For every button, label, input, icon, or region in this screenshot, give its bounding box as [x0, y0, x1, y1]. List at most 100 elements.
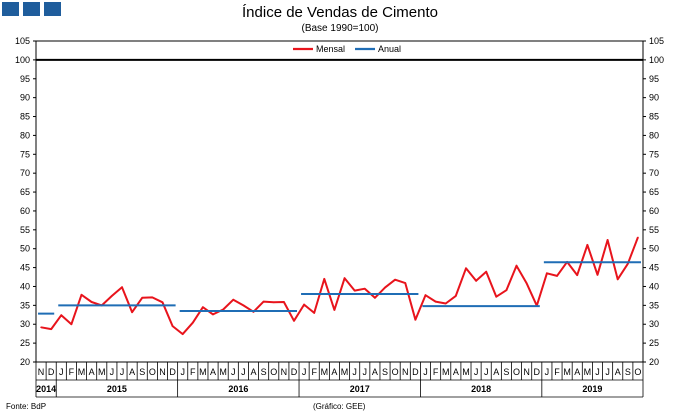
- month-label: J: [363, 367, 368, 377]
- y-tick-label-left: 30: [20, 319, 30, 329]
- y-tick-label-right: 45: [649, 263, 659, 273]
- month-label: J: [352, 367, 357, 377]
- data-point-mensal: [293, 320, 295, 322]
- data-point-mensal: [303, 303, 305, 306]
- y-tick-label-left: 35: [20, 300, 30, 310]
- y-tick-label-left: 75: [20, 149, 30, 159]
- data-point-mensal: [394, 278, 396, 281]
- data-point-mensal: [374, 297, 376, 299]
- month-label: S: [382, 367, 388, 377]
- data-point-mensal: [333, 309, 336, 311]
- month-label: D: [48, 367, 55, 377]
- month-label: J: [302, 367, 307, 377]
- year-label: 2014: [36, 384, 56, 394]
- month-label: D: [169, 367, 176, 377]
- data-point-mensal: [70, 323, 73, 326]
- y-tick-label-left: 20: [20, 357, 30, 367]
- data-point-mensal: [475, 280, 477, 282]
- y-tick-label-right: 105: [649, 36, 664, 46]
- data-point-mensal: [60, 314, 63, 316]
- y-tick-label-right: 70: [649, 168, 659, 178]
- data-point-mensal: [242, 304, 245, 307]
- month-label: N: [523, 367, 530, 377]
- month-label: O: [270, 367, 277, 377]
- y-tick-label-right: 85: [649, 112, 659, 122]
- data-point-mensal: [262, 300, 265, 303]
- month-label: M: [78, 367, 86, 377]
- month-label: A: [210, 367, 216, 377]
- y-tick-label-left: 100: [15, 55, 30, 65]
- data-point-mensal: [202, 306, 204, 309]
- data-point-mensal: [80, 293, 83, 296]
- y-tick-label-left: 80: [20, 130, 30, 140]
- month-label: F: [311, 367, 317, 377]
- y-tick-label-left: 65: [20, 187, 30, 197]
- data-point-mensal: [616, 278, 619, 281]
- y-tick-label-left: 85: [20, 112, 30, 122]
- month-label: S: [139, 367, 145, 377]
- y-tick-label-right: 30: [649, 319, 659, 329]
- month-label: A: [331, 367, 337, 377]
- month-label: M: [442, 367, 450, 377]
- data-point-mensal: [323, 278, 326, 280]
- y-tick-label-left: 60: [20, 206, 30, 216]
- brand-logo: [2, 2, 61, 16]
- month-label: M: [563, 367, 571, 377]
- legend-label: Anual: [378, 44, 401, 54]
- month-label: J: [110, 367, 115, 377]
- y-tick-label-right: 90: [649, 93, 659, 103]
- month-label: M: [462, 367, 470, 377]
- month-label: O: [634, 367, 641, 377]
- month-label: J: [120, 367, 125, 377]
- month-label: J: [545, 367, 550, 377]
- data-point-mensal: [576, 274, 579, 276]
- data-point-mensal: [495, 295, 498, 298]
- year-label: 2019: [582, 384, 602, 394]
- data-point-mensal: [505, 289, 508, 292]
- y-tick-label-left: 70: [20, 168, 30, 178]
- data-point-mensal: [121, 286, 123, 289]
- y-tick-label-right: 40: [649, 281, 659, 291]
- data-point-mensal: [171, 325, 174, 327]
- month-label: A: [372, 367, 378, 377]
- legend: Mensal Anual: [293, 44, 401, 54]
- data-point-mensal: [222, 308, 224, 311]
- data-point-mensal: [40, 326, 42, 329]
- data-point-mensal: [384, 286, 386, 289]
- year-label: 2016: [228, 384, 248, 394]
- y-tick-label-left: 95: [20, 74, 30, 84]
- y-tick-label-right: 50: [649, 244, 659, 254]
- month-label: M: [341, 367, 349, 377]
- data-point-mensal: [353, 289, 356, 292]
- month-label: M: [321, 367, 329, 377]
- y-tick-label-right: 55: [649, 225, 659, 235]
- y-tick-label-left: 45: [20, 263, 30, 273]
- chart-title: Índice de Vendas de Cimento: [242, 4, 438, 21]
- data-point-mensal: [141, 297, 144, 299]
- credit-note: (Gráfico: GEE): [313, 402, 366, 411]
- data-point-mensal: [151, 296, 154, 299]
- month-label: O: [149, 367, 156, 377]
- data-point-mensal: [586, 244, 589, 246]
- data-point-mensal: [90, 301, 93, 303]
- month-label: J: [231, 367, 236, 377]
- logo-block: [2, 2, 19, 16]
- month-label: M: [98, 367, 106, 377]
- month-label: J: [241, 367, 246, 377]
- y-tick-label-right: 25: [649, 338, 659, 348]
- year-label: 2017: [350, 384, 370, 394]
- month-label: A: [615, 367, 621, 377]
- logo-block: [23, 2, 40, 16]
- data-point-mensal: [606, 239, 609, 241]
- data-point-mensal: [627, 263, 629, 265]
- plot-area: [36, 58, 643, 336]
- data-point-mensal: [192, 321, 194, 324]
- legend-label: Mensal: [316, 44, 345, 54]
- month-label: D: [291, 367, 298, 377]
- month-label: J: [423, 367, 428, 377]
- data-point-mensal: [485, 270, 487, 273]
- data-point-mensal: [444, 302, 447, 305]
- month-label: A: [574, 367, 580, 377]
- month-label: O: [392, 367, 399, 377]
- data-point-mensal: [363, 287, 366, 290]
